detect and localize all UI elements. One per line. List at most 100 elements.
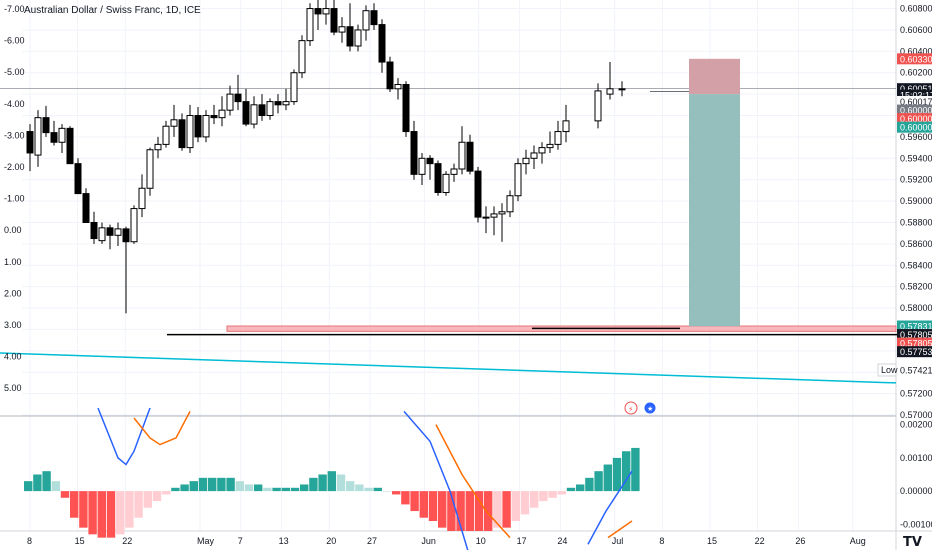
candle-body-45[interactable] [386,61,394,90]
candle-body-29[interactable] [258,104,266,117]
macd-bar-19 [198,477,208,492]
candle-body-31[interactable] [274,101,282,106]
candle-body-50[interactable] [426,157,434,165]
candle-body-6[interactable] [74,163,82,195]
candle-body-60[interactable] [506,195,514,213]
candle-body-4[interactable] [58,127,66,143]
candle-body-26[interactable] [234,93,242,103]
candle-body-56[interactable] [474,170,482,218]
candle-body-70[interactable] [618,88,626,91]
candle-body-42[interactable] [362,10,370,31]
candle-body-25[interactable] [226,93,234,111]
candle-body-16[interactable] [154,143,162,151]
candle-body-1[interactable] [34,117,42,156]
candle-body-5[interactable] [66,127,74,165]
candle-body-65[interactable] [546,143,554,149]
candle-body-64[interactable] [538,147,546,154]
stop-loss-box[interactable] [689,58,740,95]
macd-bar-59 [566,487,576,492]
left-tick-label: 0.00 [4,225,22,235]
candle-body-2[interactable] [42,117,50,134]
candle-body-54[interactable] [458,141,466,170]
dividend-icon[interactable] [624,401,638,415]
candle-body-12[interactable] [122,228,130,243]
trend-line[interactable] [0,352,897,384]
candle-body-14[interactable] [138,187,146,210]
candle-body-7[interactable] [82,193,90,223]
candle-body-37[interactable] [322,8,330,15]
candle-body-41[interactable] [354,29,362,47]
macd-bar-35 [346,481,355,492]
macd-bar-42 [410,491,419,512]
candle-body-58[interactable] [490,213,498,218]
candle-body-40[interactable] [346,26,354,47]
event-icons: ⚡ ★ [624,401,657,415]
signal-line-1 [133,411,191,446]
candle-body-48[interactable] [410,131,418,175]
candle-body-47[interactable] [402,83,410,133]
candle-body-10[interactable] [106,227,114,236]
macd-bar-63 [603,464,612,492]
macd-bar-31 [309,477,318,492]
candle-body-24[interactable] [218,109,226,119]
candle-body-39[interactable] [338,26,346,33]
take-profit-box[interactable] [689,94,740,327]
candle-body-46[interactable] [394,83,402,90]
candle-body-51[interactable] [434,163,442,194]
candle-body-38[interactable] [330,8,338,33]
candle-body-52[interactable] [442,173,450,194]
macd-bar-14 [152,491,162,502]
candle-body-34[interactable] [298,40,306,74]
candle-body-59[interactable] [498,211,506,215]
candle-body-15[interactable] [146,149,154,189]
candle-body-44[interactable] [378,24,386,63]
candle-body-43[interactable] [370,10,378,26]
candle-body-19[interactable] [178,119,186,149]
macd-bar-25 [254,484,263,492]
candle-body-23[interactable] [210,115,218,119]
time-tick-label: 13 [279,536,289,546]
price-badge-bg-10 [897,346,932,358]
candle-body-22[interactable] [202,115,210,138]
candle-body-9[interactable] [98,227,106,242]
candle-body-17[interactable] [162,125,170,145]
candle-body-57[interactable] [482,216,490,219]
candle-body-8[interactable] [90,221,98,240]
candle-body-27[interactable] [242,101,250,125]
candle-body-53[interactable] [450,168,458,175]
candle-body-3[interactable] [50,132,58,143]
candle-body-32[interactable] [282,101,290,106]
candle-body-63[interactable] [530,152,538,159]
candle-body-66[interactable] [554,131,562,145]
price-badge-text-1: 0.600510 [900,84,932,94]
macd-bar-5 [70,491,79,518]
trend-line-layer [0,352,897,384]
candle-body-11[interactable] [114,228,122,236]
candle-body-35[interactable] [306,8,314,42]
candle-body-49[interactable] [418,157,426,175]
candle-body-21[interactable] [194,115,202,138]
candle-body-55[interactable] [466,141,474,172]
candle-body-30[interactable] [266,101,274,117]
candle-body-13[interactable] [130,208,138,243]
candle-body-62[interactable] [522,157,530,165]
candle-body-0[interactable] [26,131,34,154]
candle-body-36[interactable] [314,8,322,15]
time-tick-label: 17 [517,536,527,546]
macd-bar-66 [631,447,640,492]
candle-body-20[interactable] [186,115,194,149]
candle-body-18[interactable] [170,119,178,127]
candle-body-67[interactable] [562,120,570,133]
candle-body-61[interactable] [514,163,522,197]
candle-body-28[interactable] [250,104,258,125]
candle-body-33[interactable] [290,72,298,103]
macd-bar-57 [548,491,557,498]
candle-body-68[interactable] [594,90,602,122]
flag-icon[interactable] [643,401,657,415]
candle-body-69[interactable] [606,88,614,95]
